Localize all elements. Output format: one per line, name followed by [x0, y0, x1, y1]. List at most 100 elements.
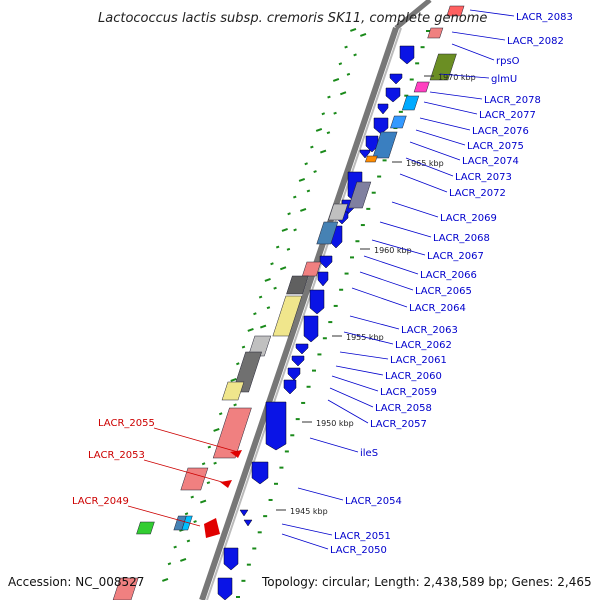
gc-dot: [353, 53, 357, 57]
gene-block: [401, 95, 420, 111]
gc-dot: [236, 362, 240, 366]
gene-arrow-plus: [243, 519, 253, 527]
gene-label-plus[interactable]: LACR_2050: [330, 545, 387, 556]
gc-dot: [275, 245, 280, 249]
gene-label-plus[interactable]: glmU: [491, 74, 517, 85]
gc-dot: [350, 27, 357, 32]
gc-dot: [230, 377, 237, 382]
gc-dot: [257, 531, 262, 534]
gene-label-plus[interactable]: LACR_2065: [415, 286, 472, 297]
gc-dot: [315, 127, 323, 132]
gene-label-plus[interactable]: LACR_2083: [516, 12, 573, 23]
gene-block: [112, 577, 139, 600]
gene-label-plus[interactable]: LACR_2074: [462, 156, 519, 167]
gene-arrow-plus: [373, 117, 389, 135]
leader-line: [331, 375, 379, 392]
gc-dot: [313, 170, 317, 173]
gc-dot: [206, 481, 211, 485]
gene-arrow-plus: [377, 103, 389, 115]
leader-line: [297, 487, 344, 501]
gc-dot: [420, 46, 425, 49]
gc-dot: [268, 498, 273, 501]
gene-label-plus[interactable]: LACR_2061: [390, 355, 447, 366]
gc-dot: [366, 207, 371, 210]
gene-arrow-minus: [204, 518, 220, 538]
gene-label-plus[interactable]: LACR_2069: [440, 213, 497, 224]
leader-line: [339, 351, 389, 360]
gene-label-plus[interactable]: LACR_2062: [395, 340, 452, 351]
gene-label-plus[interactable]: LACR_2077: [479, 110, 536, 121]
gene-label-plus[interactable]: LACR_2073: [455, 172, 512, 183]
gene-label-plus[interactable]: LACR_2067: [427, 251, 484, 262]
gc-dot: [193, 520, 197, 523]
gene-arrow-plus: [389, 73, 403, 85]
leader-line: [451, 43, 495, 61]
gc-dot: [328, 321, 333, 324]
gene-label-plus[interactable]: LACR_2076: [472, 126, 529, 137]
gene-label-plus[interactable]: LACR_2064: [409, 303, 466, 314]
gene-label-plus[interactable]: ileS: [360, 448, 378, 459]
gene-label-plus[interactable]: LACR_2072: [449, 188, 506, 199]
gene-label-plus[interactable]: LACR_2060: [385, 371, 442, 382]
gene-track: [112, 5, 465, 600]
leader-line: [327, 399, 369, 424]
gc-dot: [201, 462, 206, 466]
gene-block: [390, 115, 407, 129]
gc-dot: [241, 345, 246, 349]
gc-dot: [306, 385, 311, 388]
gc-dot: [398, 110, 403, 113]
gc-dot: [264, 277, 271, 282]
gc-dot: [321, 112, 326, 116]
gene-label-minus[interactable]: LACR_2053: [88, 450, 145, 461]
scale-label: 1960 kbp: [374, 246, 412, 255]
gc-dot: [339, 91, 347, 96]
gene-label-plus[interactable]: LACR_2068: [433, 233, 490, 244]
gene-label-plus[interactable]: LACR_2063: [401, 325, 458, 336]
gene-arrow-minus: [220, 480, 232, 488]
gene-label-plus[interactable]: LACR_2057: [370, 419, 427, 430]
gc-dot: [213, 461, 217, 465]
leader-line: [359, 271, 414, 291]
gc-dot: [253, 312, 257, 316]
gc-dot: [317, 353, 322, 356]
gene-label-plus[interactable]: LACR_2082: [507, 36, 564, 47]
gene-arrow-plus: [223, 547, 239, 571]
gc-dot: [184, 512, 189, 516]
gene-labels: LACR_2083 LACR_2082 rpsO glmU LACR_2078 LACR_…: [72, 9, 573, 556]
gene-arrow-minus: [230, 450, 242, 458]
leader-line: [335, 365, 384, 376]
leader-line: [405, 157, 454, 177]
gc-dot: [273, 286, 277, 290]
gc-dot: [167, 562, 172, 566]
gc-dot: [218, 412, 223, 416]
gene-label-minus[interactable]: LACR_2055: [98, 418, 155, 429]
gene-label-minus[interactable]: LACR_2049: [72, 496, 129, 507]
gc-dot: [319, 149, 327, 154]
gene-block: [446, 5, 465, 17]
gc-dot: [298, 177, 306, 182]
gene-label-plus[interactable]: LACR_2051: [334, 531, 391, 542]
gene-label-plus[interactable]: LACR_2066: [420, 270, 477, 281]
leader-line: [309, 437, 359, 453]
gc-dot: [350, 256, 354, 259]
gene-label-plus[interactable]: rpsO: [496, 56, 520, 67]
leader-line: [153, 427, 239, 453]
gc-dot: [266, 306, 271, 310]
gene-arrow-plus: [287, 367, 301, 381]
gc-dot: [333, 304, 338, 307]
leader-line: [423, 101, 478, 115]
gene-label-plus[interactable]: LACR_2075: [467, 141, 524, 152]
gc-dot: [346, 72, 351, 76]
gene-label-plus[interactable]: LACR_2078: [484, 95, 541, 106]
leader-line: [419, 117, 471, 131]
leader-line: [143, 459, 223, 483]
gc-dot: [293, 195, 297, 199]
gene-arrow-plus: [399, 45, 415, 65]
gene-label-plus[interactable]: LACR_2058: [375, 403, 432, 414]
gene-label-plus[interactable]: LACR_2059: [380, 387, 437, 398]
gene-block: [316, 221, 339, 245]
gene-label-plus[interactable]: LACR_2054: [345, 496, 402, 507]
leader-line: [391, 201, 439, 218]
gc-dot: [360, 224, 365, 227]
gc-dot: [377, 175, 382, 178]
